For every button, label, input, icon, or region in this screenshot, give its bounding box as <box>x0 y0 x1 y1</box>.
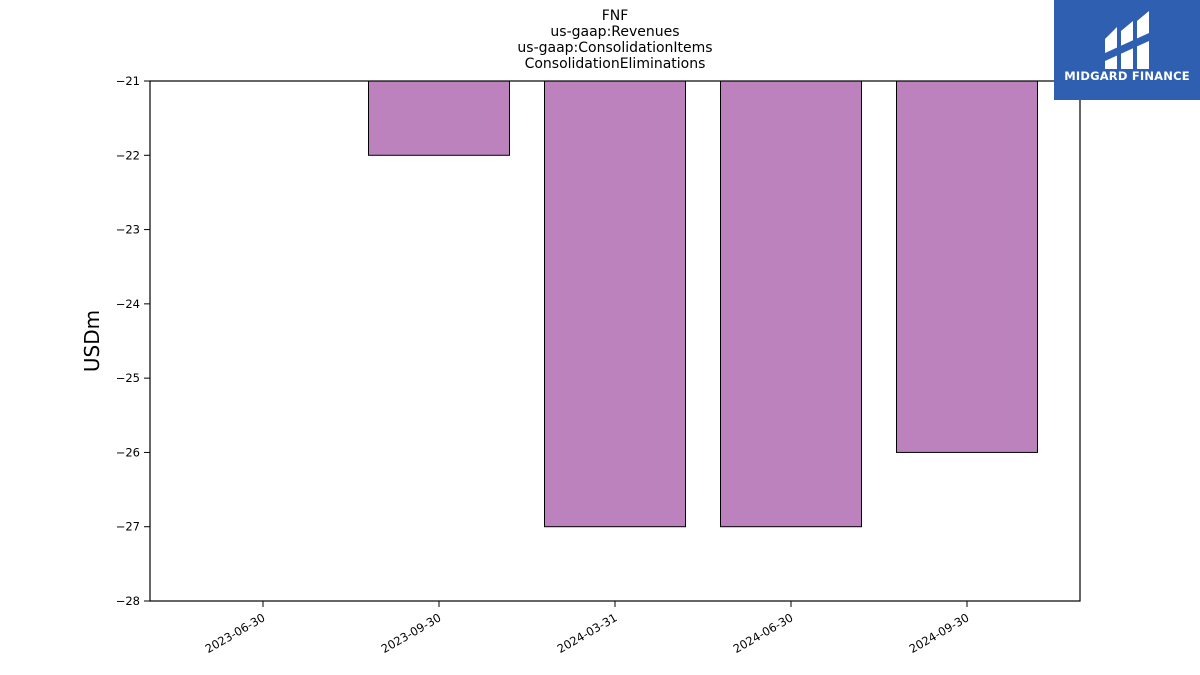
y-tick-label: −22 <box>116 148 140 162</box>
x-tick-label: 2023-09-30 <box>379 610 444 656</box>
bar-2024-09-30 <box>896 80 1038 453</box>
x-tick-label: 2024-06-30 <box>731 610 796 656</box>
bars <box>368 80 1038 528</box>
bar-2024-06-30 <box>720 80 862 528</box>
bar-2023-09-30 <box>368 80 510 156</box>
chart-title-line-4: ConsolidationEliminations <box>525 56 706 72</box>
brand-logo: MIDGARD FINANCE <box>1054 0 1200 100</box>
y-tick-label: −21 <box>116 74 140 88</box>
y-axis-label: USDm <box>80 310 104 372</box>
chart-title-line-1: FNF <box>602 8 629 24</box>
y-tick-label: −24 <box>116 297 140 311</box>
chart-title-line-2: us-gaap:Revenues <box>550 24 679 40</box>
chart-title-line-3: us-gaap:ConsolidationItems <box>517 40 712 56</box>
y-axis-ticks: −21 −22 −23 −24 −25 −26 −27 −28 <box>116 74 150 608</box>
y-tick-label: −27 <box>116 520 140 534</box>
y-tick-label: −23 <box>116 223 140 237</box>
x-tick-label: 2024-09-30 <box>907 610 972 656</box>
y-tick-label: −28 <box>116 594 140 608</box>
brand-name: MIDGARD FINANCE <box>1064 69 1190 83</box>
x-tick-label: 2023-06-30 <box>203 610 268 656</box>
x-tick-label: 2024-03-31 <box>555 610 620 656</box>
x-axis-ticks: 2023-06-30 2023-09-30 2024-03-31 2024-06-30… <box>203 601 972 656</box>
bar-2024-03-31 <box>544 80 686 528</box>
y-tick-label: −26 <box>116 445 140 459</box>
y-tick-label: −25 <box>116 371 140 385</box>
midgard-logo-icon <box>1105 11 1149 69</box>
chart-title: FNF us-gaap:Revenues us-gaap:Consolidati… <box>517 8 712 72</box>
